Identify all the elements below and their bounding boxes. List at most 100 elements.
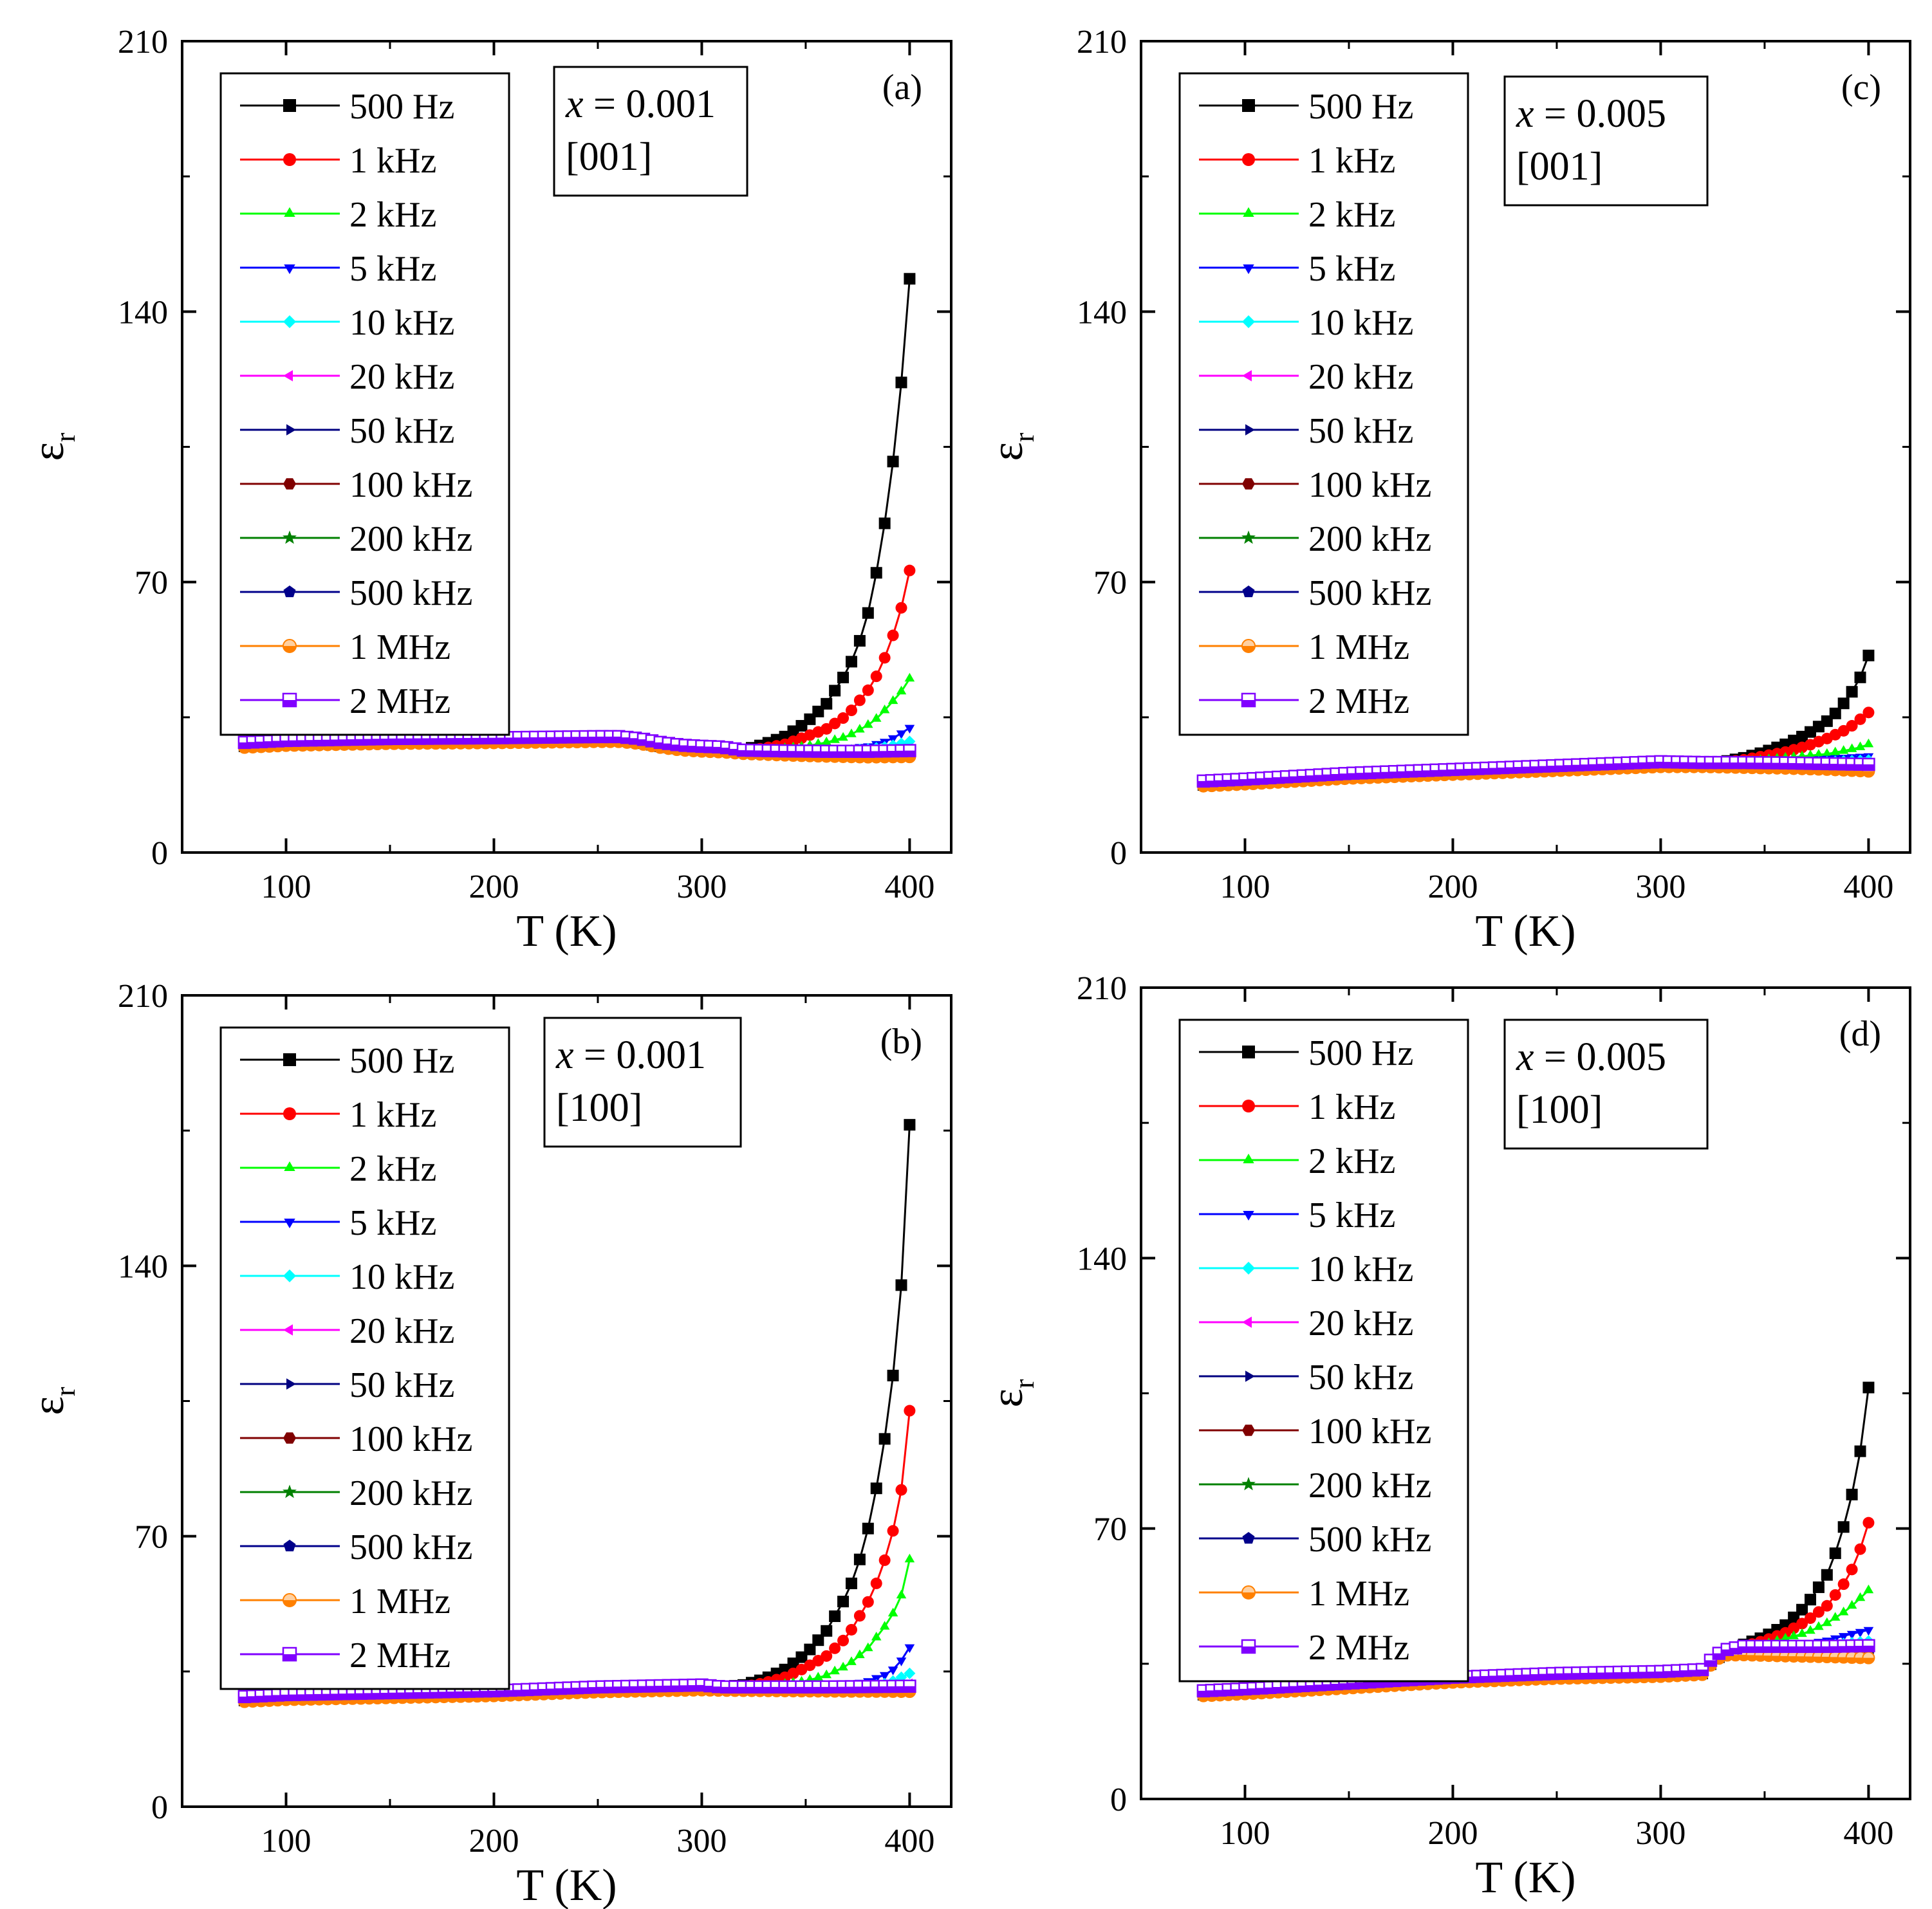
data-point [878,1433,891,1445]
legend-marker [283,1432,296,1444]
legend-label: 2 kHz [1308,195,1395,235]
data-point [904,1553,915,1563]
data-point [1862,1517,1875,1529]
data-point [887,1666,898,1675]
legend-label: 50 kHz [1308,1358,1413,1397]
data-point [837,1596,850,1608]
plot-area [237,1119,916,1708]
legend-marker [1242,1046,1255,1058]
legend-entry: 2 MHz [240,681,450,721]
legend-label: 100 kHz [349,1419,472,1459]
data-point [830,1665,840,1675]
legend-marker [1242,153,1255,166]
legend-entry: 2 MHz [1199,681,1409,721]
data-point [1804,1612,1816,1624]
legend-marker [1241,1585,1256,1600]
legend-marker [286,1378,296,1390]
data-point [821,697,833,710]
legend-marker [1245,1370,1255,1382]
legend-entry: 500 kHz [240,573,472,613]
legend-marker [283,1484,297,1499]
data-point [1812,1606,1825,1618]
legend-marker [1241,1639,1256,1654]
data-point [895,376,907,389]
data-point [904,672,915,682]
legend-label: 50 kHz [1308,411,1413,451]
legend-label: 2 MHz [1308,1628,1409,1668]
data-point [1846,743,1857,752]
data-point [821,1625,833,1637]
legend-marker [282,692,297,708]
legend-marker [284,1219,295,1228]
legend-label: 5 kHz [1308,249,1395,289]
x-axis: 100 200 300 400 T (K) [261,41,934,956]
legend-label: 20 kHz [349,1311,454,1351]
data-point [1863,1584,1874,1594]
y-tick-label: 210 [118,24,168,60]
legend-entry: 1 MHz [1199,627,1409,667]
data-point [853,1553,866,1565]
data-point [1796,1603,1808,1616]
data-point [1862,706,1875,719]
x-axis: 100 200 300 400 T (K) [1220,41,1893,956]
data-point [845,705,857,717]
x-tick-label: 400 [884,869,934,905]
direction-label: [001] [566,135,652,179]
legend-label: 1 kHz [1308,141,1395,181]
legend-entry: 500 Hz [1199,87,1413,127]
legend-label: 500 kHz [349,573,472,613]
direction-label: [100] [556,1086,642,1130]
data-point [896,1657,907,1666]
data-point [896,1589,907,1599]
data-point [895,1279,907,1291]
legend-entry: 2 kHz [1199,1141,1395,1181]
legend-label: 200 kHz [1308,519,1431,559]
data-point [821,1669,831,1679]
data-point [1805,1625,1816,1634]
legend-label: 500 Hz [349,87,454,127]
data-point [838,732,848,741]
y-tick-label: 140 [118,294,168,331]
y-tick-label: 0 [151,1789,168,1826]
legend-entry: 200 kHz [1199,519,1431,559]
data-point [862,607,874,619]
x-tick-label: 200 [1427,1815,1478,1852]
legend-box [1178,1019,1469,1683]
legend-marker [1242,1316,1252,1328]
data-point [1829,1589,1841,1601]
legend-marker [283,586,296,598]
y-tick-label: 140 [1077,294,1127,331]
y-tick-label: 0 [1110,835,1127,872]
x-tick-label: 400 [1843,1815,1893,1852]
legend-entry: 20 kHz [1199,357,1413,397]
annotation-box: x = 0.001 [001] [553,66,748,197]
data-point [1855,1592,1866,1601]
legend-label: 20 kHz [1308,1304,1413,1343]
legend-label: 5 kHz [349,249,436,289]
legend-entry: 1 kHz [1199,1087,1395,1127]
data-point [1796,1618,1808,1630]
data-point [813,1672,824,1681]
legend-box [219,1026,510,1690]
data-point [1837,724,1850,737]
legend: 500 Hz 1 kHz 2 kHz 5 kHz 10 kHz 20 kHz 50 kHz 1… [1178,1019,1469,1683]
data-point [1837,1521,1850,1533]
data-point [863,719,873,728]
legend-label: 50 kHz [349,1365,454,1405]
data-point [821,736,831,746]
chart-panel-b: 100 200 300 400 T (K) 0 70 140 210 εr 500 Hz 1 kHz 2… [24,978,952,1909]
legend-label: 2 kHz [349,1149,436,1189]
data-point [862,1596,874,1608]
legend-entry: 10 kHz [1199,303,1413,343]
legend-label: 2 kHz [349,195,436,235]
data-point [1821,1600,1833,1612]
data-point [904,724,915,734]
data-point [887,695,898,705]
legend-entry: 10 kHz [1199,1250,1413,1289]
data-point [1863,1627,1874,1636]
data-point [821,1650,833,1662]
data-point [1846,720,1858,732]
plot-area [237,273,916,764]
data-point [1854,713,1866,725]
data-point [1829,1547,1841,1560]
